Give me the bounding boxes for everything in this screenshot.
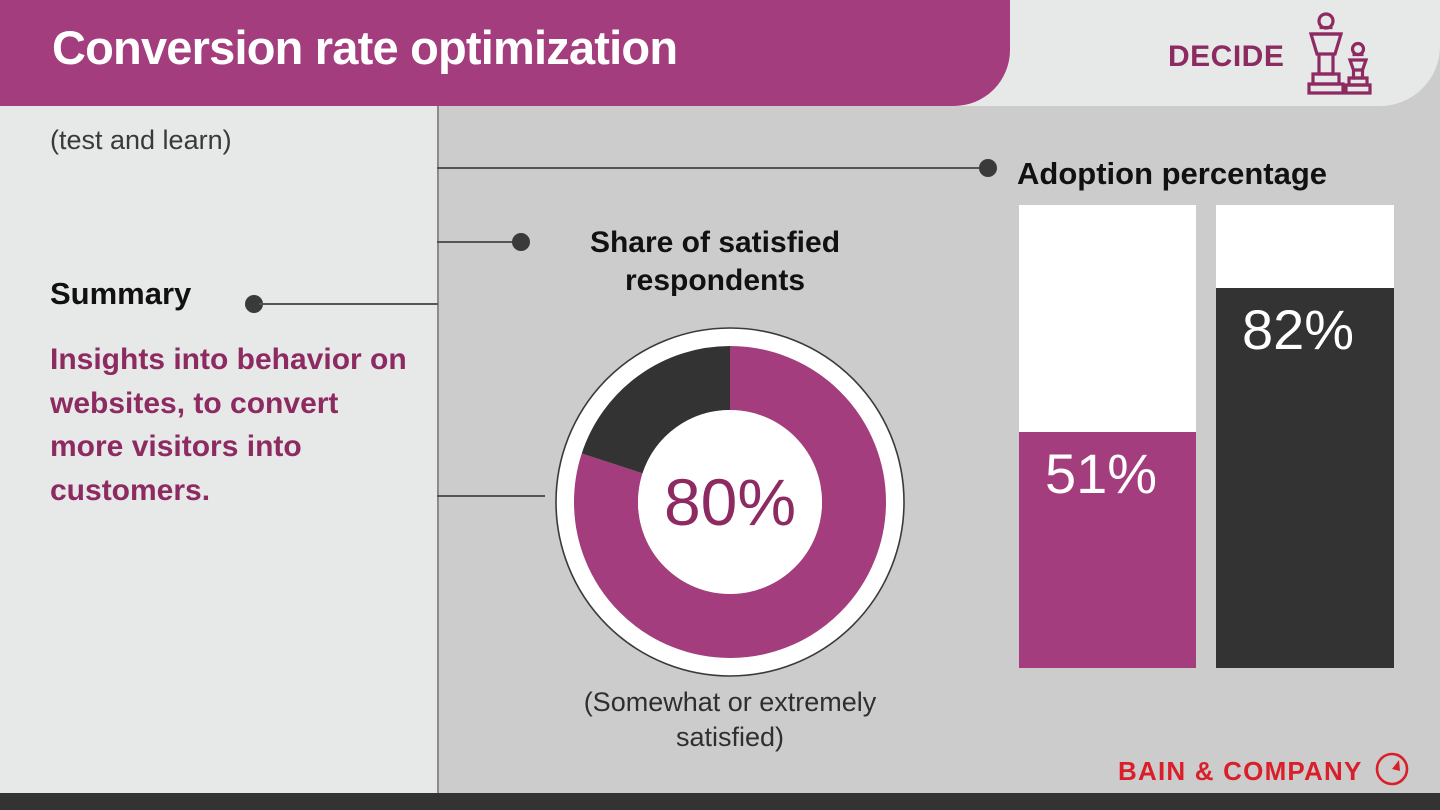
bar-fill: 82% (1216, 288, 1394, 668)
sidebar-divider (437, 106, 439, 793)
donut-hole (638, 410, 822, 594)
decide-badge: DECIDE (1168, 12, 1374, 101)
donut-segment-other (574, 346, 886, 658)
bain-circle-arrow-icon (1375, 752, 1409, 791)
title-plate (0, 0, 1010, 106)
bar-column-current: 51% Current (1019, 205, 1196, 668)
bar-column-2023: 82% 2023 (1216, 205, 1394, 668)
summary-text: Insights into behavior on websites, to c… (50, 343, 407, 507)
sidebar: (test and learn) Summary Insights into b… (0, 106, 437, 793)
summary-heading-row: Summary (50, 276, 191, 312)
donut-chart-caption: (Somewhat or extremely satisfied) (583, 687, 877, 753)
footer-bar (0, 793, 1440, 810)
bar-value-label: 82% (1242, 298, 1355, 362)
donut-center-value: 80% (664, 465, 796, 539)
bain-logo: BAIN & COMPANY (1118, 752, 1409, 791)
bar-value-label: 51% (1045, 441, 1158, 505)
header: Conversion rate optimization DECIDE (0, 0, 1440, 106)
subtitle: (test and learn) (50, 125, 232, 155)
summary-label: Summary (50, 276, 192, 311)
page-title: Conversion rate optimization (52, 21, 678, 74)
bar-fill: 51% (1019, 431, 1196, 668)
chess-pieces-icon (1298, 12, 1374, 101)
bar-chart-title: Adoption percentage (1017, 156, 1328, 191)
decide-label: DECIDE (1168, 39, 1285, 73)
donut-chart: 80% (553, 325, 907, 679)
donut-chart-title: Share of satisfied respondents (589, 226, 841, 297)
bain-logo-text: BAIN & COMPANY (1118, 756, 1363, 786)
